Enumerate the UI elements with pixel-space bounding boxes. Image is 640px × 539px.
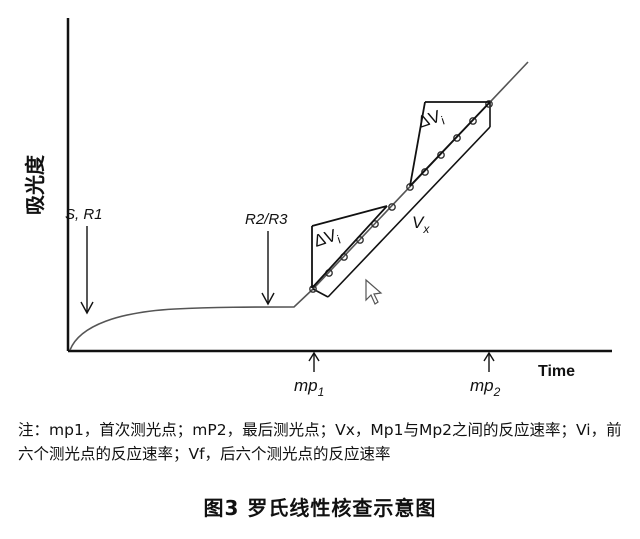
measurement-point <box>453 134 461 142</box>
y-axis-label: 吸光度 <box>23 154 47 215</box>
lower-delta-triangle <box>311 205 388 289</box>
absorbance-curve <box>69 61 529 351</box>
arrowhead-r2-r3 <box>261 292 275 306</box>
arrowhead-s-r1 <box>80 301 94 315</box>
x-axis-label: Time <box>538 363 575 380</box>
measurement-point <box>421 168 429 176</box>
figure-caption: 图3 罗氏线性核查示意图 <box>203 496 437 520</box>
delta-vi-label-lower: ΔVi <box>311 225 342 254</box>
arrowhead-mp2 <box>483 351 495 362</box>
measurement-point <box>469 117 477 125</box>
label-r2-r3: R2/R3 <box>245 211 288 228</box>
linearity-check-diagram: 吸光度 Time ΔVi ΔVi Vx <box>23 18 612 399</box>
label-mp1: mp1 <box>294 376 324 399</box>
upper-delta-triangle <box>409 101 491 187</box>
figure-note: 注：mp1，首次测光点；mP2，最后测光点；Vx，Mp1与Mp2之间的反应速率；… <box>18 421 622 463</box>
vx-line <box>327 126 491 298</box>
vx-label: Vx <box>412 213 430 236</box>
measurement-point <box>485 100 493 108</box>
label-s-r1: S, R1 <box>65 206 103 223</box>
label-mp2: mp2 <box>470 376 501 399</box>
measurement-point <box>437 151 445 159</box>
delta-vi-label-upper: ΔVi <box>415 106 446 135</box>
mouse-cursor-icon <box>365 278 383 305</box>
measurement-point <box>371 220 379 228</box>
arrowhead-mp1 <box>308 351 320 362</box>
measurement-point <box>388 203 396 211</box>
